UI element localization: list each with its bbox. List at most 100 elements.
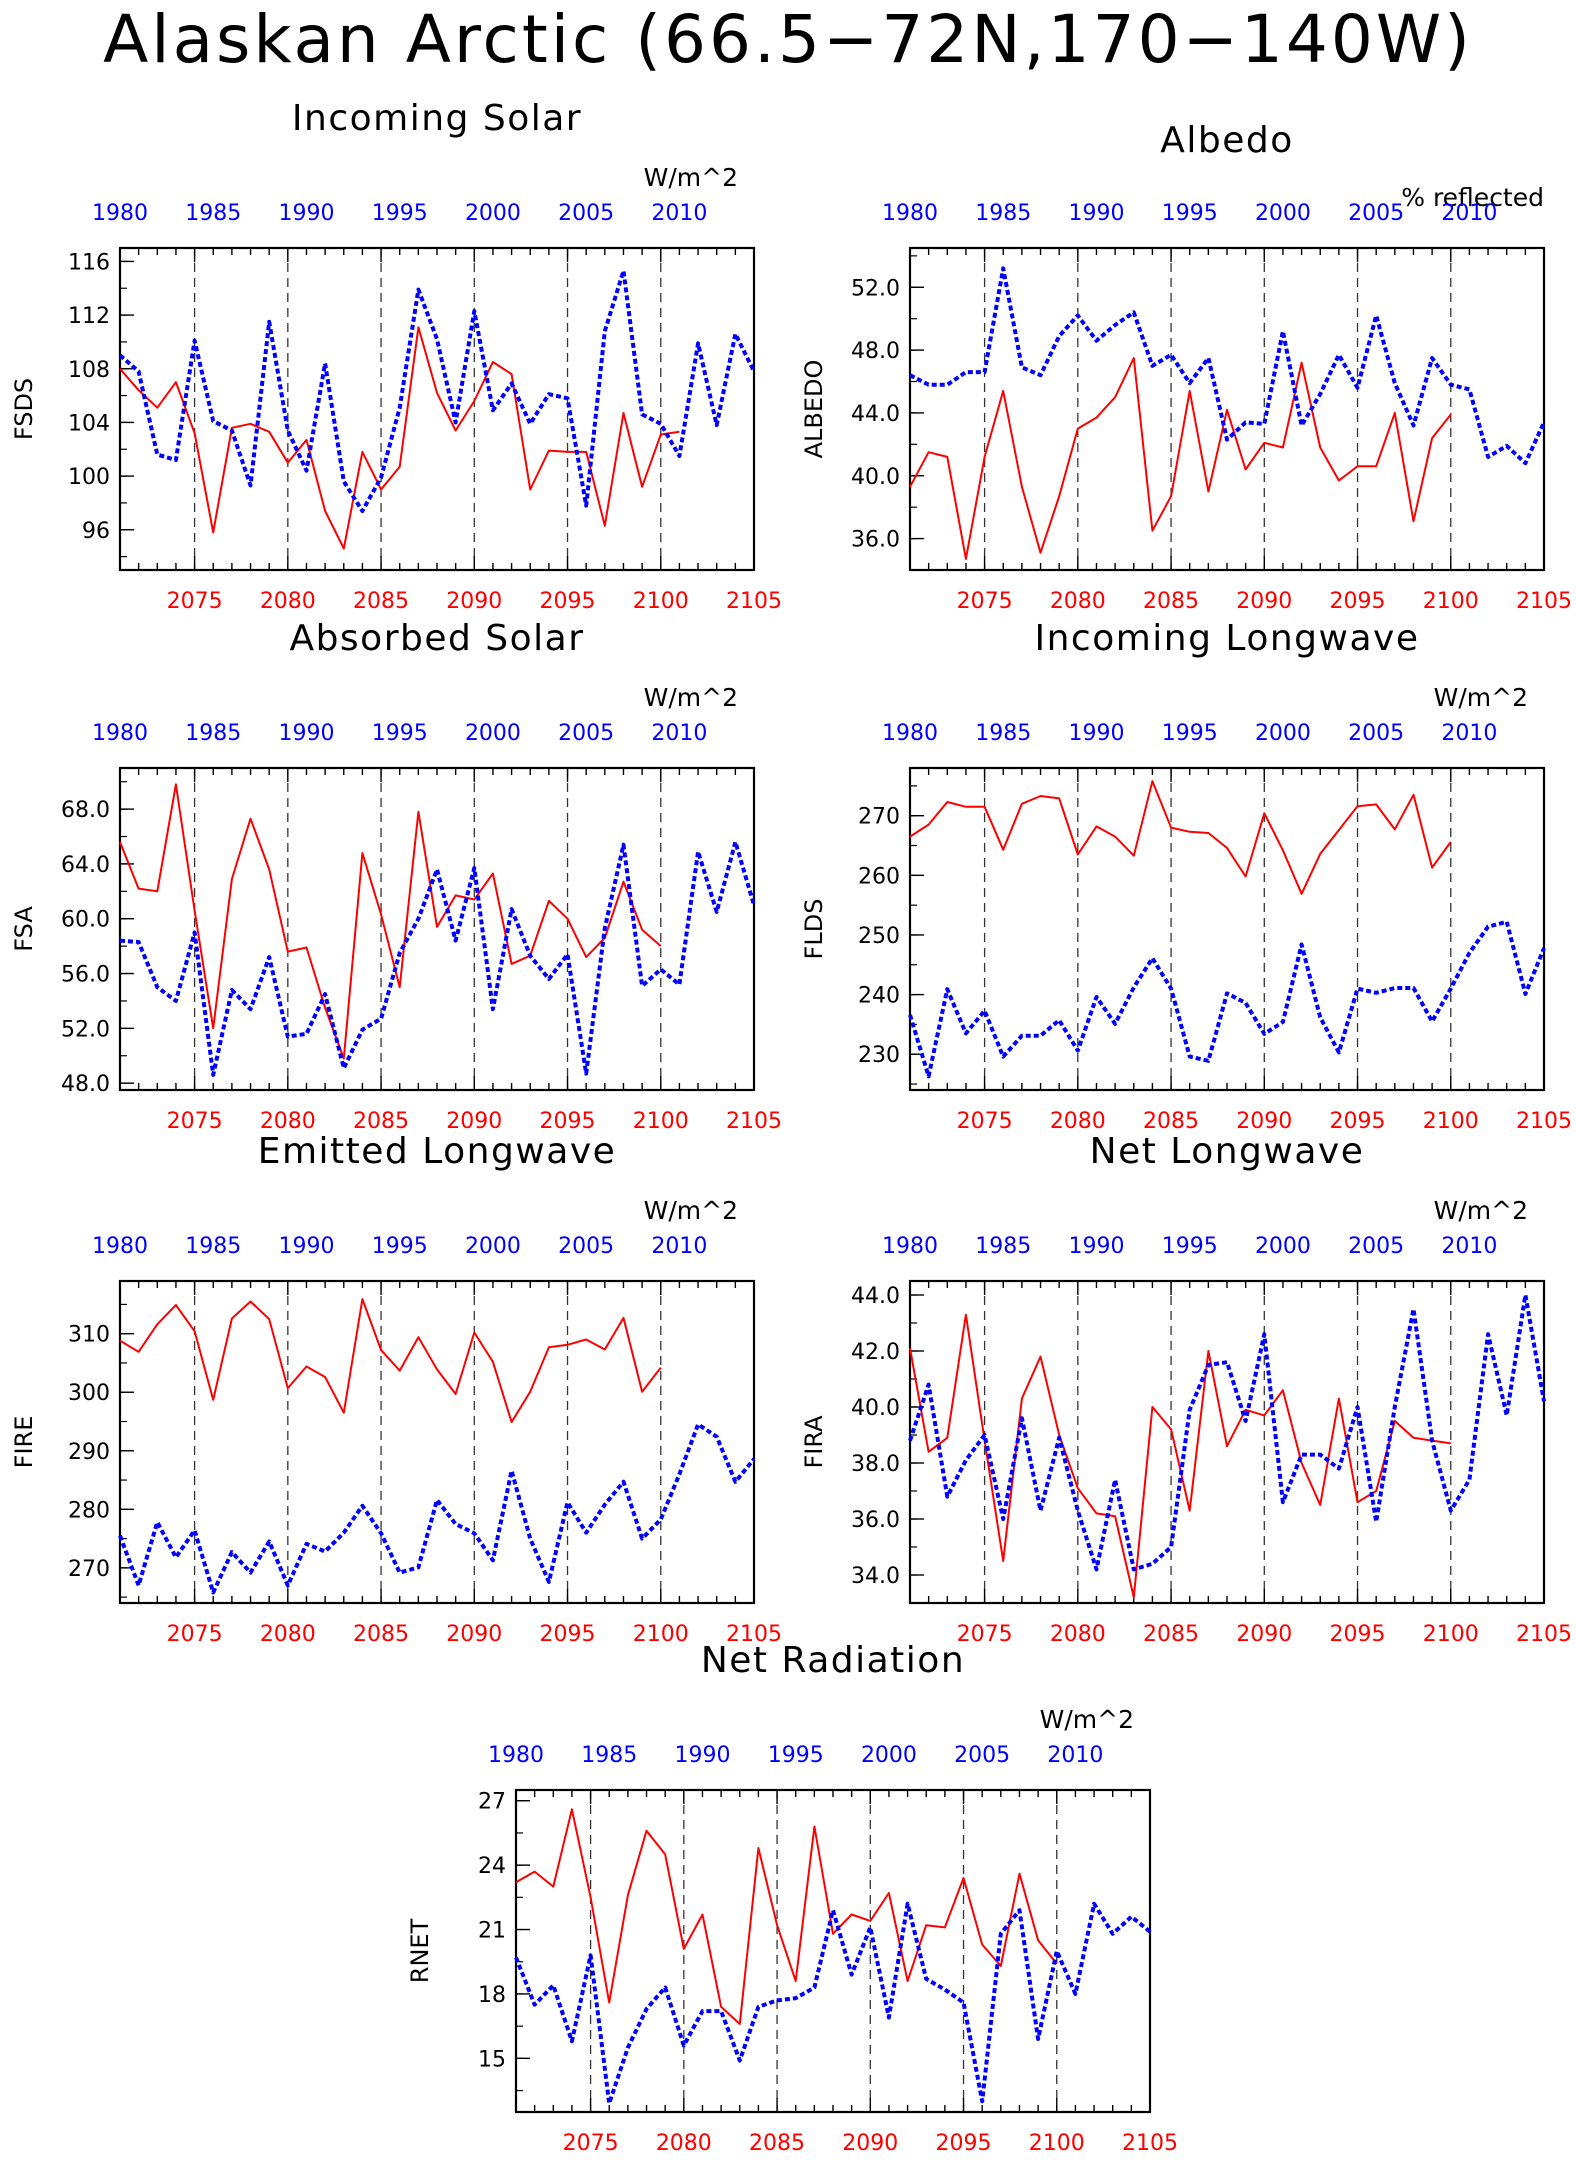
- x-tick-label-bottom: 2105: [726, 1622, 782, 1647]
- x-tick-label-top: 2000: [1255, 1234, 1311, 1259]
- units-label: W/m^2: [1434, 683, 1528, 712]
- x-tick-label-bottom: 2085: [749, 2131, 805, 2156]
- x-tick-label-top: 2005: [1348, 721, 1404, 746]
- x-tick-label-bottom: 2085: [353, 589, 409, 614]
- x-tick-label-top: 2010: [1047, 1743, 1103, 1768]
- x-tick-label-bottom: 2090: [446, 589, 502, 614]
- x-tick-label-top: 2010: [651, 201, 707, 226]
- chart-panel-5: Emitted Longwave W/m^2 2075 2080 2085 2090 209…: [10, 1131, 782, 1647]
- x-tick-label-top: 2010: [1441, 1234, 1497, 1259]
- x-tick-label-top: 1990: [674, 1743, 730, 1768]
- x-tick-label-top: 2010: [651, 721, 707, 746]
- x-tick-label-bottom: 2090: [1236, 589, 1292, 614]
- panel-title: Absorbed Solar: [289, 618, 584, 659]
- y-tick-label: 15: [478, 2047, 506, 2072]
- x-tick-label-bottom: 2080: [260, 1109, 316, 1134]
- x-tick-label-bottom: 2095: [540, 589, 596, 614]
- series-future-line: [909, 780, 1452, 895]
- x-tick-label-bottom: 2085: [1143, 1622, 1199, 1647]
- y-tick-label: 270: [858, 805, 900, 830]
- x-tick-label-bottom: 2085: [1143, 589, 1199, 614]
- x-tick-label-bottom: 2085: [353, 1622, 409, 1647]
- x-tick-label-top: 1985: [185, 1234, 241, 1259]
- x-tick-label-top: 1990: [1068, 201, 1124, 226]
- x-tick-label-top: 1995: [372, 1234, 428, 1259]
- plot-frame: [514, 1788, 1152, 2114]
- chart-panel-4: Incoming Longwave W/m^2 2075 2080 2085 2090 20…: [800, 618, 1572, 1134]
- x-tick-label-bottom: 2100: [633, 1109, 689, 1134]
- y-tick-label: 260: [858, 864, 900, 889]
- x-tick-label-top: 1995: [372, 721, 428, 746]
- x-tick-label-bottom: 2085: [1143, 1109, 1199, 1134]
- x-tick-label-bottom: 2100: [1029, 2131, 1085, 2156]
- x-tick-label-bottom: 2105: [1516, 1622, 1572, 1647]
- series-future-line: [119, 326, 680, 550]
- x-tick-label-bottom: 2080: [260, 1622, 316, 1647]
- x-tick-label-top: 1980: [92, 201, 148, 226]
- x-tick-label-top: 2005: [558, 721, 614, 746]
- x-tick-label-top: 1990: [278, 201, 334, 226]
- y-tick-label: 48.0: [61, 1072, 110, 1097]
- panel-title: Net Longwave: [1090, 1131, 1365, 1172]
- x-tick-label-bottom: 2090: [1236, 1622, 1292, 1647]
- x-tick-label-top: 1985: [581, 1743, 637, 1768]
- units-label: W/m^2: [644, 683, 738, 712]
- x-tick-label-top: 1990: [278, 1234, 334, 1259]
- y-tick-label: 310: [68, 1323, 110, 1348]
- y-tick-label: 21: [478, 1919, 506, 1944]
- y-axis-label: FSA: [10, 906, 38, 952]
- panel-title: Albedo: [1160, 120, 1294, 161]
- x-tick-label-top: 2000: [465, 721, 521, 746]
- x-tick-label-bottom: 2075: [167, 1622, 223, 1647]
- x-tick-label-bottom: 2105: [1516, 1109, 1572, 1134]
- x-tick-label-bottom: 2090: [842, 2131, 898, 2156]
- x-tick-label-top: 2010: [1441, 201, 1497, 226]
- x-tick-label-top: 1990: [278, 721, 334, 746]
- y-tick-label: 100: [68, 465, 110, 490]
- x-tick-label-bottom: 2105: [726, 589, 782, 614]
- series-historical-line: [118, 268, 756, 513]
- y-tick-label: 280: [68, 1498, 110, 1523]
- x-tick-label-top: 1985: [975, 721, 1031, 746]
- series-future-line: [515, 1808, 1058, 2025]
- x-tick-label-bottom: 2100: [1423, 589, 1479, 614]
- x-tick-label-bottom: 2075: [167, 1109, 223, 1134]
- plot-frame: [908, 766, 1546, 1092]
- x-tick-label-top: 1980: [92, 721, 148, 746]
- panel-title: Incoming Longwave: [1034, 618, 1419, 659]
- x-tick-label-bottom: 2095: [1330, 1622, 1386, 1647]
- y-axis-label: FSDS: [10, 378, 38, 440]
- y-tick-label: 38.0: [851, 1452, 900, 1477]
- x-tick-label-bottom: 2085: [353, 1109, 409, 1134]
- x-tick-label-top: 2005: [558, 201, 614, 226]
- series-historical-line: [118, 1422, 756, 1595]
- x-tick-label-top: 1980: [92, 1234, 148, 1259]
- y-axis-label: FIRA: [800, 1415, 828, 1469]
- x-tick-label-bottom: 2100: [1423, 1622, 1479, 1647]
- x-tick-label-top: 1995: [372, 201, 428, 226]
- chart-panel-2: Albedo % reflected 2075 2080 2085 2090 2095 210…: [800, 120, 1572, 614]
- x-tick-label-bottom: 2095: [1330, 1109, 1386, 1134]
- y-tick-label: 108: [68, 358, 110, 383]
- x-tick-label-bottom: 2095: [540, 1622, 596, 1647]
- y-tick-label: 18: [478, 1983, 506, 2008]
- y-tick-label: 48.0: [851, 339, 900, 364]
- x-tick-label-bottom: 2095: [1330, 589, 1386, 614]
- x-tick-label-top: 1995: [768, 1743, 824, 1768]
- chart-panel-3: Absorbed Solar W/m^2 2075 2080 2085 2090 2095 2…: [10, 618, 782, 1134]
- panel-title: Net Radiation: [701, 1640, 965, 1681]
- x-tick-label-bottom: 2095: [540, 1109, 596, 1134]
- y-tick-label: 60.0: [61, 908, 110, 933]
- series-historical-line: [119, 840, 756, 1077]
- y-tick-label: 27: [478, 1790, 506, 1815]
- chart-panel-1: Incoming Solar W/m^2 2075 2080 2085 2090 2095 2…: [10, 98, 782, 614]
- x-tick-label-top: 1990: [1068, 721, 1124, 746]
- series-future-line: [909, 357, 1452, 560]
- y-axis-label: FIRE: [10, 1416, 38, 1469]
- x-tick-label-bottom: 2090: [1236, 1109, 1292, 1134]
- x-tick-label-bottom: 2080: [1050, 1622, 1106, 1647]
- y-tick-label: 24: [478, 1854, 506, 1879]
- y-tick-label: 40.0: [851, 465, 900, 490]
- y-axis-label: FLDS: [800, 899, 828, 960]
